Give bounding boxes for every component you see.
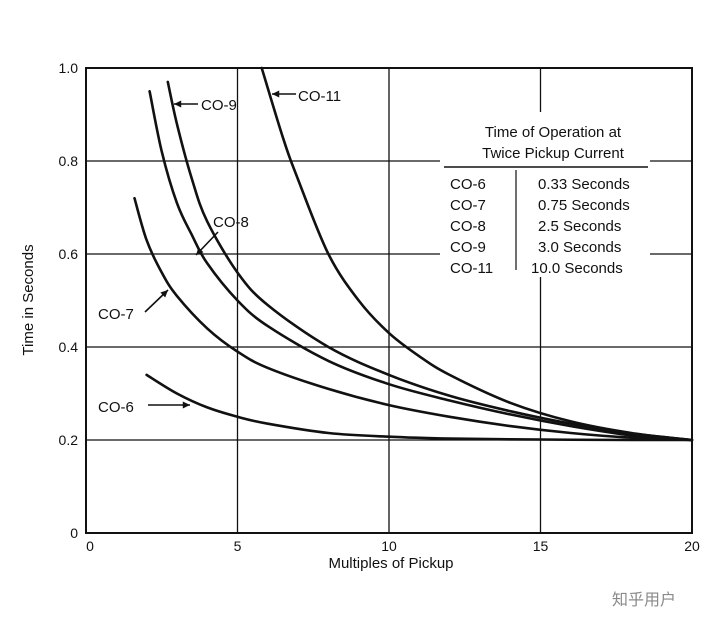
- inset-table-time-cell: 0.33 Seconds: [538, 176, 630, 193]
- y-axis-label: Time in Seconds: [20, 244, 37, 355]
- inset-table-rows: CO-6 0.33 Seconds CO-7 0.75 Seconds CO-8 2.5 …: [450, 176, 630, 277]
- x-tick-label: 15: [533, 538, 549, 554]
- arrowhead-co-7: [160, 290, 168, 298]
- y-tick-label: 0.6: [59, 246, 79, 262]
- series-line-co-6: [145, 373, 694, 442]
- inset-table-time-cell: 10.0 Seconds: [531, 260, 623, 277]
- y-tick-label: 0.4: [59, 339, 79, 355]
- inset-table-relay-cell: CO-11: [450, 260, 493, 277]
- series-label-co-11: CO-11: [298, 88, 341, 105]
- y-tick-label: 0.8: [59, 153, 79, 169]
- series-label-co-8: CO-8: [213, 214, 249, 231]
- y-tick-label: 0: [70, 525, 78, 541]
- series-label-co-7: CO-7: [98, 306, 134, 323]
- series-line-co-9: [166, 80, 694, 442]
- series-annotations: CO-6 CO-7 CO-8 CO-9 CO-11: [98, 88, 341, 416]
- inset-table-time-cell: 2.5 Seconds: [538, 218, 621, 235]
- inset-table-time-cell: 3.0 Seconds: [538, 239, 621, 256]
- series-label-co-9: CO-9: [201, 97, 237, 114]
- arrowhead-co-11: [272, 90, 280, 98]
- y-tick-label: 0.2: [59, 432, 79, 448]
- x-tick-label: 10: [381, 538, 397, 554]
- inset-table-background: [440, 112, 650, 277]
- x-tick-label: 0: [86, 538, 94, 554]
- plot-frame: [85, 67, 693, 534]
- inset-table-time-cell: 0.75 Seconds: [538, 197, 630, 214]
- inset-table-relay-cell: CO-6: [450, 176, 486, 193]
- watermark: 知乎用户: [612, 590, 676, 609]
- x-tick-label: 20: [684, 538, 700, 554]
- inset-table-title-line2: Twice Pickup Current: [482, 145, 625, 162]
- arrowhead-co-8: [196, 247, 204, 255]
- arrowhead-co-6: [182, 401, 190, 409]
- series-lines: [133, 66, 694, 442]
- series-line-co-11: [260, 66, 694, 442]
- series-label-co-6: CO-6: [98, 399, 134, 416]
- series-line-co-8: [148, 90, 694, 442]
- inset-table-title-line1: Time of Operation at: [485, 124, 622, 141]
- inset-table: Time of Operation at Twice Pickup Curren…: [440, 112, 650, 277]
- axis-ticks: 0 5 10 15 20 0 0.2 0.4 0.6 0.8 1.0: [59, 60, 700, 554]
- inset-table-relay-cell: CO-9: [450, 239, 486, 256]
- x-tick-label: 5: [234, 538, 242, 554]
- arrowhead-co-9: [174, 100, 182, 108]
- inset-table-relay-cell: CO-8: [450, 218, 486, 235]
- x-axis-label: Multiples of Pickup: [328, 555, 453, 572]
- y-tick-label: 1.0: [59, 60, 79, 76]
- series-line-co-7: [133, 196, 694, 442]
- inset-table-relay-cell: CO-7: [450, 197, 486, 214]
